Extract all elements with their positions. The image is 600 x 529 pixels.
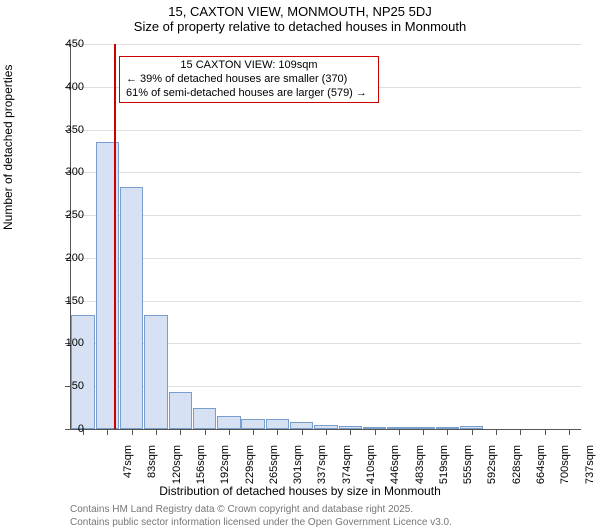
y-tick-label: 250 <box>44 209 84 221</box>
x-tick <box>302 429 303 435</box>
x-tick <box>399 429 400 435</box>
x-tick-label: 156sqm <box>195 445 207 495</box>
y-tick-label: 300 <box>44 166 84 178</box>
x-tick-label: 410sqm <box>365 445 377 495</box>
histogram-bar <box>241 419 264 429</box>
histogram-bar <box>193 408 216 429</box>
histogram-bar <box>144 315 167 429</box>
x-tick <box>156 429 157 435</box>
x-tick-label: 519sqm <box>438 445 450 495</box>
x-tick <box>472 429 473 435</box>
x-tick-label: 229sqm <box>244 445 256 495</box>
x-tick <box>277 429 278 435</box>
annotation-line-3: 61% of semi-detached houses are larger (… <box>126 87 372 101</box>
x-tick-label: 120sqm <box>171 445 183 495</box>
annotation-box: 15 CAXTON VIEW: 109sqm ← 39% of detached… <box>119 56 379 103</box>
histogram-bar <box>290 422 313 429</box>
x-tick <box>545 429 546 435</box>
histogram-bar <box>266 419 289 429</box>
property-marker-line <box>114 44 116 429</box>
x-tick-label: 83sqm <box>146 445 158 495</box>
y-tick-label: 400 <box>44 81 84 93</box>
x-tick-label: 555sqm <box>462 445 474 495</box>
histogram-bar <box>217 416 240 429</box>
grid-line <box>71 172 581 173</box>
x-tick-label: 192sqm <box>219 445 231 495</box>
x-tick <box>350 429 351 435</box>
x-tick-label: 301sqm <box>292 445 304 495</box>
footer-line-1: Contains HM Land Registry data © Crown c… <box>70 504 452 517</box>
annotation-line-2: ← 39% of detached houses are smaller (37… <box>126 73 372 87</box>
x-tick <box>229 429 230 435</box>
title-line-2: Size of property relative to detached ho… <box>0 19 600 34</box>
histogram-bar <box>71 315 94 429</box>
chart-title: 15, CAXTON VIEW, MONMOUTH, NP25 5DJ Size… <box>0 4 600 34</box>
x-tick <box>132 429 133 435</box>
y-tick-label: 50 <box>44 380 84 392</box>
grid-line <box>71 258 581 259</box>
x-tick <box>447 429 448 435</box>
grid-line <box>71 215 581 216</box>
footer-line-2: Contains public sector information licen… <box>70 517 452 529</box>
x-tick-label: 700sqm <box>559 445 571 495</box>
x-tick-label: 446sqm <box>389 445 401 495</box>
x-tick <box>569 429 570 435</box>
x-tick-label: 337sqm <box>316 445 328 495</box>
x-tick <box>253 429 254 435</box>
x-tick-label: 374sqm <box>341 445 353 495</box>
x-tick <box>326 429 327 435</box>
plot-area: 15 CAXTON VIEW: 109sqm ← 39% of detached… <box>70 44 581 430</box>
x-tick <box>107 429 108 435</box>
x-tick-label: 737sqm <box>584 445 596 495</box>
x-tick <box>496 429 497 435</box>
grid-line <box>71 44 581 45</box>
y-tick-label: 450 <box>44 38 84 50</box>
y-tick-label: 350 <box>44 124 84 136</box>
x-tick-label: 47sqm <box>122 445 134 495</box>
x-tick <box>375 429 376 435</box>
grid-line <box>71 301 581 302</box>
y-tick-label: 100 <box>44 337 84 349</box>
annotation-line-1: 15 CAXTON VIEW: 109sqm <box>126 59 372 73</box>
y-axis-title: Number of detached properties <box>1 65 15 230</box>
y-tick-label: 0 <box>44 423 84 435</box>
histogram-bar <box>120 187 143 429</box>
y-tick-label: 200 <box>44 252 84 264</box>
grid-line <box>71 130 581 131</box>
title-line-1: 15, CAXTON VIEW, MONMOUTH, NP25 5DJ <box>0 4 600 19</box>
footer-attribution: Contains HM Land Registry data © Crown c… <box>70 504 452 529</box>
x-tick-label: 628sqm <box>511 445 523 495</box>
chart-page: 15, CAXTON VIEW, MONMOUTH, NP25 5DJ Size… <box>0 0 600 500</box>
x-tick <box>423 429 424 435</box>
x-tick <box>205 429 206 435</box>
y-tick-label: 150 <box>44 295 84 307</box>
x-tick <box>520 429 521 435</box>
x-tick-label: 592sqm <box>486 445 498 495</box>
x-tick-label: 483sqm <box>414 445 426 495</box>
x-tick-label: 265sqm <box>268 445 280 495</box>
x-tick <box>180 429 181 435</box>
histogram-bar <box>169 392 192 429</box>
x-tick-label: 664sqm <box>535 445 547 495</box>
